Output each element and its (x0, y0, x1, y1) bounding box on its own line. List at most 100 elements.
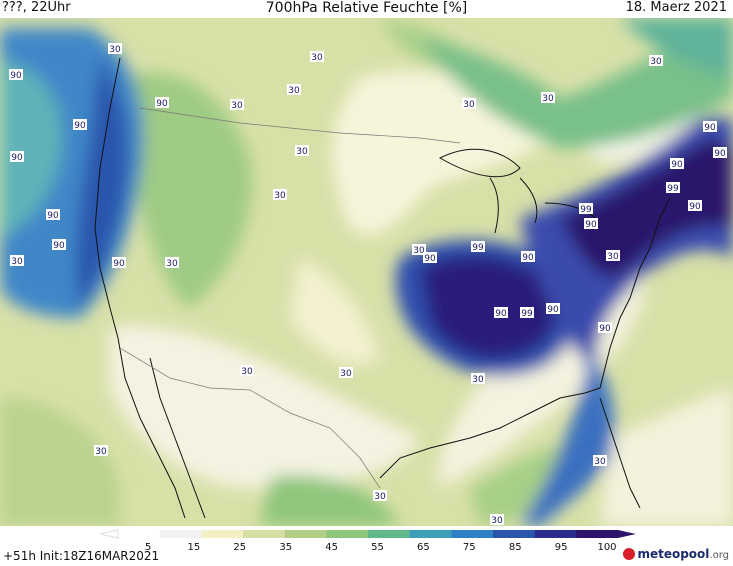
legend-tick-label: 85 (509, 542, 522, 553)
color-legend: 5 15 25 35 45 55 65 75 85 95 100 (99, 529, 636, 553)
isoline-label: 90 (112, 257, 126, 269)
svg-text:30: 30 (231, 101, 243, 111)
legend-tick-label: 100 (597, 542, 616, 553)
legend-tick-label: 45 (325, 542, 338, 553)
svg-text:90: 90 (11, 153, 23, 163)
legend-swatch (576, 530, 619, 538)
svg-text:99: 99 (580, 205, 592, 215)
isoline-label: 90 (598, 322, 612, 334)
isoline-label: 30 (295, 145, 309, 157)
isoline-label: 99 (666, 182, 680, 194)
svg-text:30: 30 (607, 252, 619, 262)
svg-text:30: 30 (491, 516, 503, 526)
isoline-label: 30 (94, 445, 108, 457)
isoline-label: 90 (73, 119, 87, 131)
legend-swatch (368, 530, 411, 538)
valid-date-label: 18. Maerz 2021 (625, 0, 727, 15)
svg-text:90: 90 (599, 324, 611, 334)
svg-text:30: 30 (95, 447, 107, 457)
valid-time-label: ???, 22Uhr (2, 0, 71, 15)
isoline-label: 30 (240, 365, 254, 377)
svg-text:99: 99 (472, 243, 484, 253)
isoline-label: 90 (52, 239, 66, 251)
run-info: +51h Init:18Z16MAR2021 (3, 549, 160, 563)
map-outlines (94, 57, 671, 519)
isoline-label: 90 (546, 303, 560, 315)
svg-text:30: 30 (463, 100, 475, 110)
isoline-label: 99 (471, 241, 485, 253)
svg-text:90: 90 (495, 309, 507, 319)
svg-text:30: 30 (166, 259, 178, 269)
legend-tick-label: 15 (188, 542, 201, 553)
svg-text:90: 90 (10, 71, 22, 81)
isoline-label: 30 (310, 51, 324, 63)
isoline-label: 90 (155, 97, 169, 109)
svg-text:99: 99 (667, 184, 679, 194)
svg-text:90: 90 (704, 123, 716, 133)
svg-text:30: 30 (109, 45, 121, 55)
isoline-label: 90 (9, 69, 23, 81)
svg-text:90: 90 (156, 99, 168, 109)
svg-text:90: 90 (424, 254, 436, 264)
isoline-label: 30 (593, 455, 607, 467)
legend-swatch (493, 530, 536, 538)
svg-text:30: 30 (340, 369, 352, 379)
legend-swatch (534, 530, 577, 538)
svg-text:99: 99 (521, 309, 533, 319)
meteopool-logo[interactable]: meteopool.org (623, 547, 729, 561)
svg-text:90: 90 (714, 149, 726, 159)
humidity-fields (0, 18, 733, 526)
svg-text:90: 90 (547, 305, 559, 315)
isoline-label: 90 (713, 147, 727, 159)
legend-swatch (243, 530, 286, 538)
legend-swatch (451, 530, 494, 538)
legend-high-arrow (618, 530, 636, 538)
svg-text:30: 30 (413, 246, 425, 256)
svg-text:90: 90 (689, 202, 701, 212)
logo-name: meteopool (637, 547, 710, 561)
legend-tick-label: 75 (463, 542, 476, 553)
isoline-label: 90 (46, 209, 60, 221)
svg-text:30: 30 (311, 53, 323, 63)
svg-text:90: 90 (113, 259, 125, 269)
legend-swatch (118, 530, 161, 538)
svg-text:30: 30 (374, 492, 386, 502)
legend-swatch (326, 530, 369, 538)
isoline-label: 99 (520, 307, 534, 319)
legend-swatch (201, 530, 244, 538)
isoline-label: 90 (521, 251, 535, 263)
svg-text:90: 90 (53, 241, 65, 251)
svg-text:30: 30 (241, 367, 253, 377)
logo-icon (623, 548, 636, 560)
isoline-label: 30 (108, 43, 122, 55)
legend-tick-label: 25 (233, 542, 246, 553)
isoline-label: 30 (273, 189, 287, 201)
legend-swatch (284, 530, 327, 538)
svg-text:90: 90 (585, 220, 597, 230)
legend-tick-label: 35 (279, 542, 292, 553)
svg-text:90: 90 (522, 253, 534, 263)
isoline-label: 30 (287, 84, 301, 96)
isoline-label: 99 (579, 203, 593, 215)
svg-text:30: 30 (274, 191, 286, 201)
isoline-label: 30 (373, 490, 387, 502)
isoline-label: 30 (471, 373, 485, 385)
svg-text:90: 90 (47, 211, 59, 221)
legend-tick-label: 95 (555, 542, 568, 553)
svg-text:90: 90 (671, 160, 683, 170)
legend-swatch (159, 530, 202, 538)
isoline-label: 90 (703, 121, 717, 133)
svg-text:30: 30 (594, 457, 606, 467)
svg-text:30: 30 (542, 94, 554, 104)
svg-text:30: 30 (296, 147, 308, 157)
isoline-label: 30 (606, 250, 620, 262)
svg-text:30: 30 (650, 57, 662, 67)
isoline-label: 90 (670, 158, 684, 170)
isoline-label: 30 (462, 98, 476, 110)
legend-tick-label: 5 (145, 542, 151, 553)
isoline-label: 90 (423, 252, 437, 264)
legend-colorbar (99, 529, 636, 539)
isoline-label: 30 (490, 514, 504, 526)
